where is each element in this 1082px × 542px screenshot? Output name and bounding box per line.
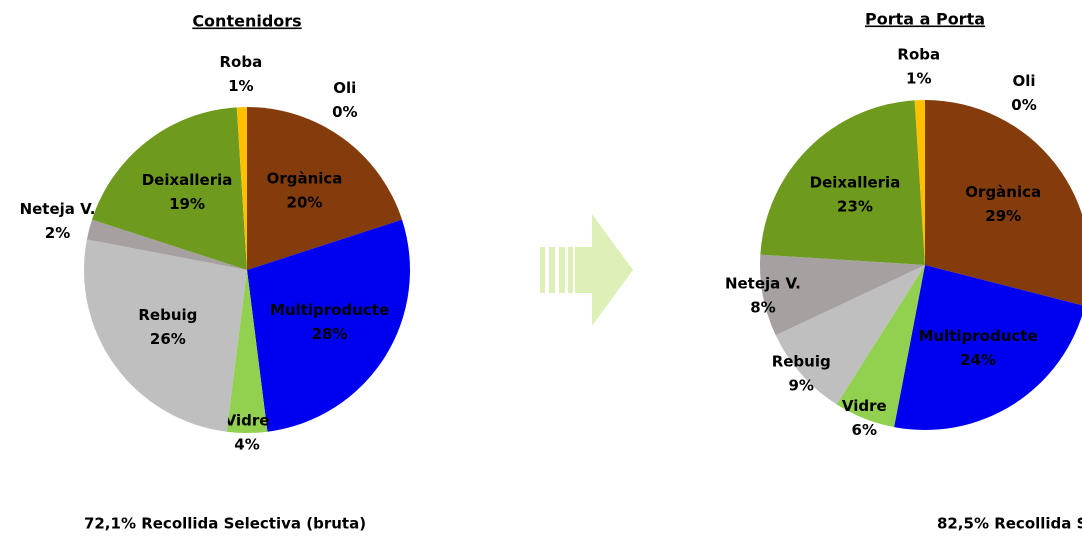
pie-slice [925,100,1082,306]
slice-label: Oli [333,79,356,97]
pie-slice [894,265,1082,431]
slice-label: Rebuig [772,353,831,371]
slice-label: Deixalleria [810,173,901,191]
data-label: 26% [150,330,186,348]
pie-slice [91,107,248,270]
annotation: 72,1% Recollida Selectiva (bruta) [84,515,366,533]
pie-slice [247,219,411,432]
pie-slice [236,107,247,270]
slice-label: Deixalleria [142,171,233,189]
arrow-head [575,214,633,326]
data-label: 1% [906,70,931,88]
pie-slice [775,265,925,405]
slice-label: Vidre [842,397,887,415]
data-label: 2% [45,224,70,242]
chart-title: Contenidors [192,12,301,31]
slice-label: Multiproducte [918,327,1037,345]
slice-label: Vidre [225,412,270,430]
pie-slice [914,100,925,265]
arrow-stripe [559,247,565,293]
slice-label: Roba [897,46,940,64]
slice-label: Roba [219,53,262,71]
data-label: 6% [852,421,877,439]
data-label: 4% [234,436,259,454]
data-label: 0% [332,103,357,121]
data-label: 28% [312,325,348,343]
slice-label: Oli [1012,72,1035,90]
slice-label: Neteja V. [725,274,801,292]
data-label: 23% [837,197,873,215]
arrow-stripe [540,247,545,293]
pie-slice [226,270,268,433]
chart-title: Porta a Porta [865,10,985,29]
data-label: 20% [287,193,323,211]
arrow [540,214,633,326]
data-label: 0% [1011,96,1036,114]
data-label: 9% [788,377,813,395]
arrow-stripe [568,247,573,293]
pie-slice [836,265,925,428]
pie-slice [86,219,247,270]
pie-slice [760,100,925,265]
pie-slice [247,107,403,270]
data-label: 24% [960,351,996,369]
slice-label: Neteja V. [20,200,96,218]
annotation: 82,5% Recollida Selectiva (bruta) [937,515,1082,533]
arrow-stripe [549,247,555,293]
slice-label: Orgànica [267,169,343,187]
slice-label: Multiproducte [270,301,389,319]
slice-label: Rebuig [138,306,197,324]
data-label: 29% [985,207,1021,225]
data-label: 1% [228,77,253,95]
slice-label: Orgànica [965,183,1041,201]
data-label: 19% [169,195,205,213]
pie-slice [84,239,247,432]
pie-slice [760,254,925,336]
data-label: 8% [750,298,775,316]
